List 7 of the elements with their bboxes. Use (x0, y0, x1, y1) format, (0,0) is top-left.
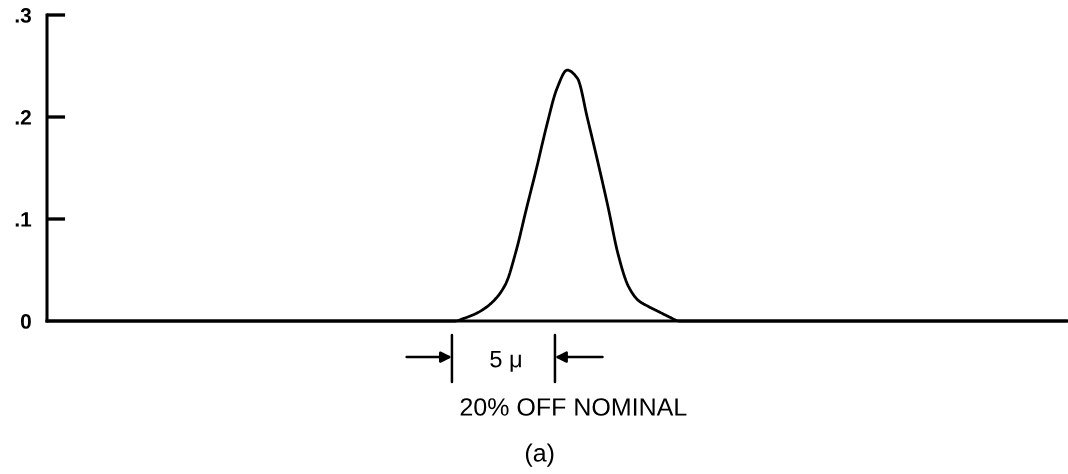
y-tick-label: .1 (15, 212, 32, 227)
y-tick-label: 0 (20, 314, 31, 329)
text: (a) (525, 443, 554, 467)
text: 5 μ (490, 350, 521, 372)
text: 20% OFF NOMINAL (460, 398, 687, 416)
y-tick-label: .2 (15, 110, 31, 125)
y-tick-label: .3 (15, 8, 31, 23)
